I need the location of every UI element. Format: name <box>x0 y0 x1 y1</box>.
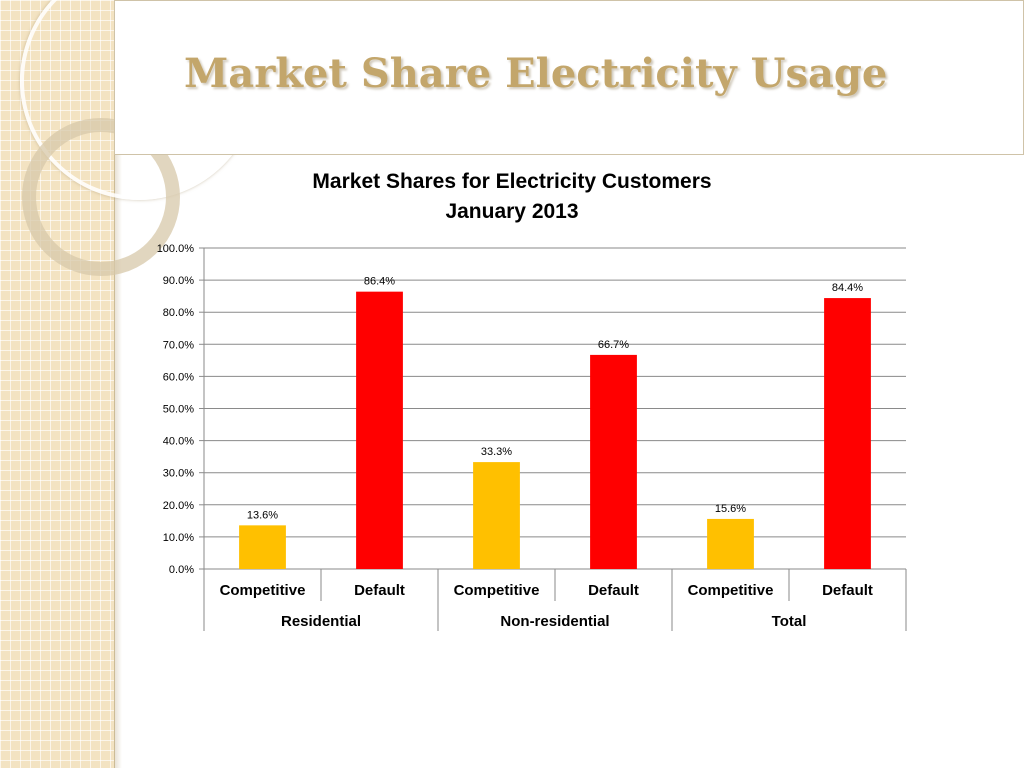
bar <box>590 354 637 569</box>
category-label: Competitive <box>220 582 306 599</box>
category-label: Default <box>354 582 405 599</box>
group-label: Non-residential <box>500 613 609 630</box>
group-label: Total <box>772 613 807 630</box>
y-tick-label: 80.0% <box>163 307 194 319</box>
group-label: Residential <box>281 613 361 630</box>
y-tick-label: 40.0% <box>163 436 194 448</box>
bar <box>356 291 403 569</box>
data-label: 86.4% <box>364 276 395 288</box>
y-tick-label: 60.0% <box>163 371 194 383</box>
y-tick-label: 10.0% <box>163 532 194 544</box>
y-tick-label: 50.0% <box>163 404 194 416</box>
data-label: 15.6% <box>715 503 746 515</box>
y-tick-label: 70.0% <box>163 339 194 351</box>
data-label: 84.4% <box>832 282 863 294</box>
y-tick-label: 90.0% <box>163 275 194 287</box>
y-tick-label: 100.0% <box>157 243 195 255</box>
category-label: Default <box>588 582 639 599</box>
category-label: Competitive <box>688 582 774 599</box>
chart-subtitle: January 2013 <box>445 200 578 223</box>
bar <box>239 525 286 569</box>
market-share-bar-chart: Market Shares for Electricity Customers J… <box>157 170 907 631</box>
bar <box>473 462 520 569</box>
side-panel-shadow <box>114 0 122 768</box>
y-tick-label: 30.0% <box>163 468 194 480</box>
bar <box>707 518 754 569</box>
title-area <box>114 0 1024 155</box>
y-tick-label: 0.0% <box>169 564 194 576</box>
bar <box>824 298 871 569</box>
y-tick-label: 20.0% <box>163 500 194 512</box>
slide-title: Market Share Electricity Usage <box>184 50 888 97</box>
data-label: 13.6% <box>247 509 278 521</box>
chart-title: Market Shares for Electricity Customers <box>312 170 711 193</box>
data-label: 33.3% <box>481 446 512 458</box>
category-label: Competitive <box>454 582 540 599</box>
category-label: Default <box>822 582 873 599</box>
data-label: 66.7% <box>598 339 629 351</box>
